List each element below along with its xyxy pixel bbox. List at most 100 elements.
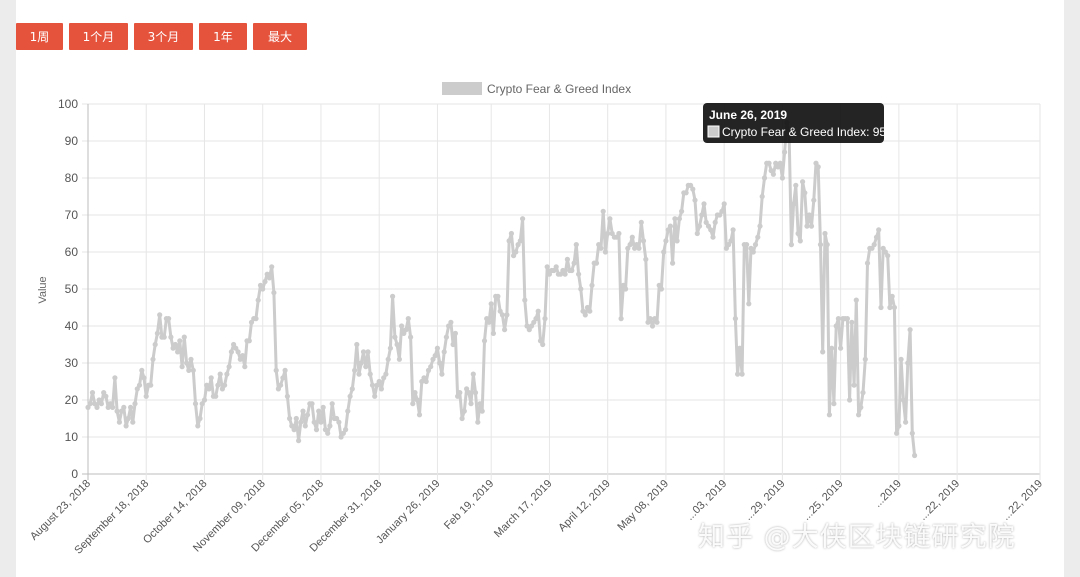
data-point[interactable] [233, 345, 239, 351]
data-point[interactable] [502, 327, 508, 333]
data-point[interactable] [853, 297, 859, 303]
data-point[interactable] [522, 297, 528, 303]
data-point[interactable] [466, 390, 472, 396]
data-point[interactable] [602, 249, 609, 255]
data-point[interactable] [139, 367, 145, 373]
data-point[interactable] [343, 427, 349, 433]
data-point[interactable] [640, 238, 647, 244]
data-point[interactable] [490, 330, 496, 336]
data-point[interactable] [582, 312, 588, 318]
data-point[interactable] [452, 330, 458, 336]
data-point[interactable] [600, 208, 606, 214]
data-point[interactable] [403, 327, 409, 333]
data-point[interactable] [428, 364, 434, 370]
data-point[interactable] [520, 216, 526, 222]
data-point[interactable] [443, 334, 449, 340]
data-point[interactable] [766, 160, 772, 166]
data-point[interactable] [627, 242, 633, 248]
data-point[interactable] [369, 382, 376, 388]
data-point[interactable] [517, 238, 523, 244]
data-point[interactable] [94, 404, 100, 410]
data-point[interactable] [378, 386, 384, 392]
data-point[interactable] [179, 364, 185, 370]
data-point[interactable] [253, 316, 259, 322]
data-point[interactable] [177, 338, 183, 344]
data-point[interactable] [434, 345, 440, 351]
data-point[interactable] [817, 242, 824, 248]
data-point[interactable] [569, 267, 575, 274]
data-point[interactable] [255, 297, 261, 303]
data-point[interactable] [835, 316, 842, 322]
data-point[interactable] [235, 349, 241, 355]
data-point[interactable] [806, 212, 812, 218]
data-point[interactable] [847, 397, 853, 403]
data-point[interactable] [824, 242, 830, 248]
data-point[interactable] [385, 356, 391, 362]
data-point[interactable] [412, 390, 418, 396]
range-1-month-button[interactable]: 1个月 [69, 23, 128, 50]
data-point[interactable] [905, 360, 911, 366]
data-point[interactable] [831, 401, 837, 407]
data-point[interactable] [479, 408, 485, 414]
data-point[interactable] [795, 230, 801, 237]
data-point[interactable] [354, 341, 360, 348]
data-point[interactable] [788, 242, 795, 248]
data-point[interactable] [638, 219, 644, 225]
data-point[interactable] [190, 367, 196, 373]
data-point[interactable] [856, 412, 862, 418]
data-point[interactable] [360, 349, 367, 355]
data-point[interactable] [287, 415, 293, 422]
range-3-months-button[interactable]: 3个月 [134, 23, 193, 50]
data-point[interactable] [672, 216, 678, 222]
data-point[interactable] [647, 316, 653, 322]
data-point[interactable] [311, 419, 317, 425]
data-point[interactable] [387, 345, 393, 351]
data-point[interactable] [506, 238, 512, 244]
data-point[interactable] [103, 393, 109, 399]
data-point[interactable] [89, 390, 96, 396]
data-point[interactable] [262, 279, 268, 285]
data-point[interactable] [280, 375, 286, 381]
data-point[interactable] [237, 356, 243, 362]
data-point[interactable] [690, 186, 696, 192]
range-1-year-button[interactable]: 1年 [199, 23, 247, 50]
data-point[interactable] [154, 330, 160, 336]
data-point[interactable] [98, 401, 104, 407]
data-point[interactable] [683, 190, 689, 196]
data-point[interactable] [260, 286, 266, 292]
data-point[interactable] [208, 375, 214, 381]
data-point[interactable] [345, 408, 351, 414]
data-point[interactable] [636, 245, 642, 251]
data-point[interactable] [896, 423, 902, 429]
data-point[interactable] [399, 323, 405, 329]
data-point[interactable] [278, 382, 284, 388]
data-point[interactable] [513, 249, 519, 255]
data-point[interactable] [414, 397, 420, 403]
data-point[interactable] [860, 390, 866, 396]
data-point[interactable] [815, 164, 821, 170]
data-point[interactable] [692, 197, 698, 203]
data-point[interactable] [878, 304, 884, 311]
data-point[interactable] [481, 338, 488, 344]
data-point[interactable] [598, 245, 604, 251]
data-point[interactable] [289, 423, 295, 429]
data-point[interactable] [477, 401, 483, 407]
data-point[interactable] [849, 319, 855, 325]
data-point[interactable] [213, 393, 219, 399]
data-point[interactable] [302, 423, 308, 429]
data-point[interactable] [605, 230, 611, 237]
data-point[interactable] [349, 386, 355, 392]
data-point[interactable] [486, 319, 492, 325]
data-point[interactable] [887, 304, 893, 311]
data-point[interactable] [282, 367, 288, 373]
data-point[interactable] [468, 401, 474, 407]
data-point[interactable] [128, 404, 134, 410]
data-point[interactable] [148, 382, 154, 388]
data-point[interactable] [228, 349, 234, 355]
data-point[interactable] [744, 242, 750, 248]
data-point[interactable] [802, 190, 808, 196]
data-point[interactable] [475, 419, 481, 425]
data-point[interactable] [862, 356, 868, 362]
data-point[interactable] [136, 382, 143, 388]
data-point[interactable] [291, 427, 297, 433]
